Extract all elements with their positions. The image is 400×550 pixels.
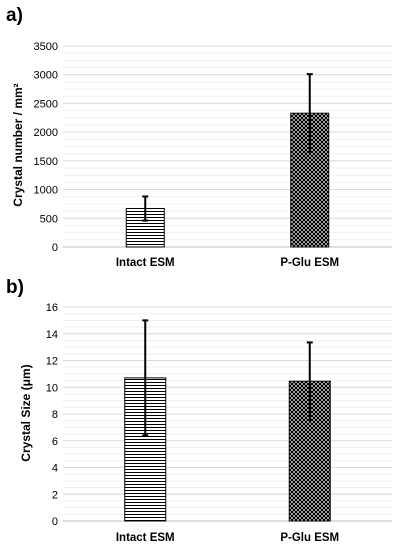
y-tick-label: 6 [52,436,58,448]
y-ticks-a: 0 500 1000 1500 2000 2500 3000 3500 [34,41,58,254]
x-category-label: P-Glu ESM [280,257,339,269]
bars-a [125,112,330,248]
y-tick-label: 2 [52,489,58,501]
y-tick-label: 10 [46,382,58,394]
errorbars-b [142,319,313,437]
bars-b [124,377,331,522]
y-axis-title-b: Crystal Size (μm) [19,364,33,461]
y-tick-label: 3000 [34,70,58,82]
y-tick-label: 12 [46,356,58,368]
y-axis-title-a: Crystal number / mm² [11,83,25,206]
panel-label-b: b) [6,277,24,298]
y-tick-label: 0 [52,242,58,254]
chart-panel-b: b) 0 2 4 6 8 10 12 14 16 Intact ESM P-Glu ESM Cry… [6,277,392,544]
y-tick-label: 1000 [34,185,58,197]
errorbars-a [142,73,313,222]
grid-b [63,306,392,522]
x-category-label: Intact ESM [116,257,175,269]
y-tick-label: 16 [46,302,58,314]
y-tick-label: 2500 [34,98,58,110]
y-tick-label: 4 [52,463,58,475]
y-tick-label: 14 [46,329,58,341]
x-categories-b: Intact ESM P-Glu ESM [116,532,339,544]
x-category-label: Intact ESM [116,532,175,544]
x-categories-a: Intact ESM P-Glu ESM [116,257,339,269]
grid-a [63,45,392,248]
y-tick-label: 0 [52,516,58,528]
chart-panel-a: a) 0 500 1000 1500 2000 2500 3000 3500 Intact E… [6,5,392,269]
y-tick-label: 8 [52,409,58,421]
y-tick-label: 2000 [34,127,58,139]
y-tick-label: 500 [40,213,58,225]
x-category-label: P-Glu ESM [280,532,339,544]
y-tick-label: 3500 [34,41,58,53]
y-tick-label: 1500 [34,156,58,168]
panel-label-a: a) [6,5,23,26]
y-ticks-b: 0 2 4 6 8 10 12 14 16 [46,302,58,528]
